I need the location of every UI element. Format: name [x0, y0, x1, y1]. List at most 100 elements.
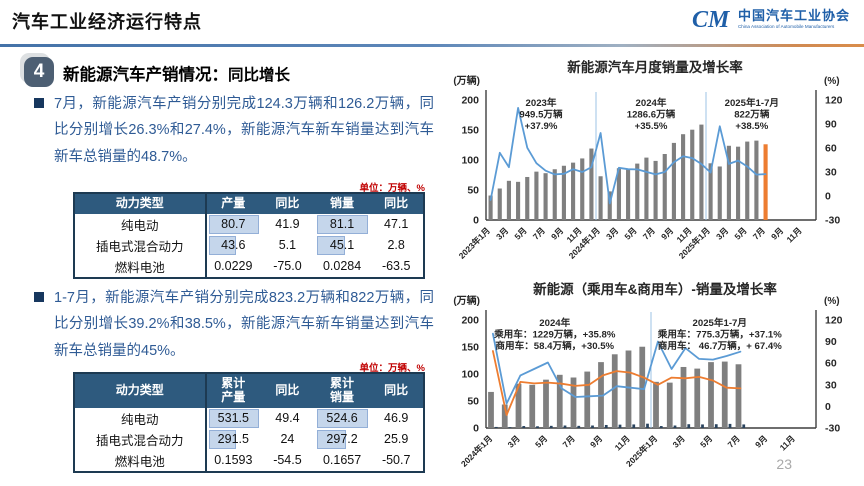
y-left-tick: 150: [461, 125, 479, 137]
commercial-sales-bar: [728, 423, 732, 428]
commercial-sales-bar: [632, 424, 636, 428]
commercial-sales-bar: [494, 426, 498, 428]
cell-value: -75.0: [273, 259, 302, 274]
table-row: 纯电动 80.7 41.9 81.1 47.1: [74, 213, 424, 235]
chart-annotation-line: 949.5万辆: [519, 109, 563, 121]
commercial-sales-bar: [646, 423, 649, 428]
page-title: 汽车工业经济运行特点: [12, 12, 202, 32]
y-left-tick: 100: [461, 155, 479, 167]
value-cell: -75.0: [260, 256, 315, 278]
section-title-sub: 同比增长: [228, 67, 291, 84]
y-right-tick: 90: [825, 336, 837, 348]
chart-annotation-line: 1286.6万辆: [627, 109, 676, 121]
section-title-main: 新能源汽车产销情况：: [63, 66, 228, 84]
commercial-sales-bar: [701, 424, 704, 428]
commercial-sales-bar: [604, 424, 608, 428]
cell-data-bar: [316, 408, 369, 428]
data-table: 动力类型 产量 同比 销量 同比 纯电动 80.7 41.9 81.1 47.1 插电式混合动力 43…: [73, 192, 425, 279]
row-label-cell: 燃料电池: [74, 450, 206, 472]
sales-bar: [680, 366, 687, 428]
x-tick-label: 11月: [778, 433, 797, 452]
x-tick-label: 3月: [670, 433, 686, 449]
cumulative-table: 动力类型 累计 产量 同比 累计 销量 同比 纯电动 531.5 49.4 524.6 46.9 插电式…: [73, 372, 425, 473]
commercial-sales-bar: [577, 425, 581, 428]
bullet-square-icon: [34, 292, 44, 302]
cell-data-bar: [208, 429, 237, 449]
sales-bar: [708, 362, 714, 428]
sales-bar: [501, 404, 508, 428]
cell-value: 燃料电池: [114, 454, 165, 469]
sales-bar: [626, 169, 631, 220]
row-label-cell: 燃料电池: [74, 256, 206, 278]
y-right-tick: 0: [825, 191, 831, 203]
sales-bar: [611, 354, 618, 428]
sales-bar: [625, 350, 632, 428]
value-cell: 2.8: [369, 235, 424, 256]
column-header: 同比: [260, 193, 315, 214]
chart-annotation-line: 2025年1-7月: [693, 317, 747, 329]
cell-value: 0.0284: [322, 259, 362, 274]
value-cell: 25.9: [369, 429, 424, 450]
cell-value: 0.1657: [322, 453, 362, 468]
cell-value: -50.7: [381, 453, 411, 468]
x-tick-label: 11月: [784, 225, 803, 244]
value-cell: 0.1657: [315, 450, 370, 472]
x-tick-label: 7月: [641, 225, 657, 241]
value-cell: 291.5: [204, 428, 261, 450]
cell-value: 0.0229: [214, 259, 253, 274]
y-left-unit-label: (万辆): [453, 74, 480, 87]
cell-value: 5.1: [278, 238, 297, 253]
sales-bar: [662, 154, 667, 220]
y-right-tick: 60: [825, 143, 837, 155]
value-cell: 0.0229: [204, 255, 261, 278]
column-header: 累计 销量: [314, 373, 370, 408]
value-cell: 5.1: [260, 235, 315, 256]
commercial-sales-bar: [508, 427, 512, 428]
cell-data-bar: [316, 235, 346, 255]
y-right-tick: 90: [825, 119, 837, 131]
x-tick-label: 2023年1月: [457, 225, 492, 260]
value-cell: -54.5: [260, 450, 315, 472]
sales-bar: [717, 166, 722, 220]
sales-bar: [639, 346, 646, 428]
pv-cv-sales-growth-chart: 新能源（乘用车&商用车）-销量及增长率 (万辆) (%) 0 50 100 150 200 -3…: [446, 280, 864, 482]
row-label-cell: 纯电动: [74, 214, 206, 235]
cell-value: 插电式混合动力: [95, 433, 184, 448]
chart-annotation-line: 商用车： 46.7万辆，+ 67.4%: [658, 340, 782, 352]
value-cell: 47.1: [369, 214, 424, 235]
sales-bar: [534, 171, 539, 220]
cell-data-bar: [208, 408, 259, 428]
chart-title: 新能源汽车月度销量及增长率: [567, 59, 743, 75]
commercial-sales-bar: [673, 425, 677, 428]
chart-annotation-line: 乘用车：775.3万辆，+37.1%: [657, 329, 782, 341]
row-label-cell: 插电式混合动力: [74, 429, 206, 450]
sales-bar: [515, 383, 522, 428]
sales-bar: [681, 134, 686, 220]
cell-value: 47.1: [384, 217, 409, 232]
sales-bar: [666, 382, 673, 428]
chart-annotation-line: +35.5%: [635, 121, 668, 132]
cell-value: 25.9: [384, 432, 409, 447]
sales-bar: [543, 173, 548, 220]
monthly-sales-growth-chart: 新能源汽车月度销量及增长率 (万辆) (%) 0 50 100 150 200 -30 0 30 60…: [446, 58, 864, 276]
y-right-tick: 120: [825, 95, 843, 107]
x-tick-label: 5月: [698, 433, 714, 449]
commercial-sales-bar: [714, 424, 718, 428]
row-label-cell: 纯电动: [74, 408, 206, 429]
commercial-sales-bar: [742, 424, 746, 428]
column-header: 同比: [369, 193, 424, 214]
x-tick-label: 3月: [494, 225, 510, 241]
x-tick-label: 5月: [533, 433, 549, 449]
chart-annotation-line: +38.5%: [735, 121, 768, 132]
value-cell: 81.1: [315, 214, 370, 235]
commercial-sales-bar: [687, 424, 691, 428]
sales-bar: [589, 148, 594, 220]
cell-value: 46.9: [384, 411, 409, 426]
y-right-tick: 30: [825, 379, 837, 391]
bullet-jan-july-text: 1-7月，新能源汽车产销分别完成823.2万辆和822万辆，同比分别增长39.2…: [54, 290, 434, 359]
highlight-sales-bar: [763, 144, 768, 220]
sales-bar: [699, 124, 704, 220]
table-row: 燃料电池 0.1593 -54.5 0.1657 -50.7: [74, 449, 424, 472]
x-tick-label: 5月: [512, 225, 528, 241]
x-tick-label: 9月: [753, 433, 769, 449]
